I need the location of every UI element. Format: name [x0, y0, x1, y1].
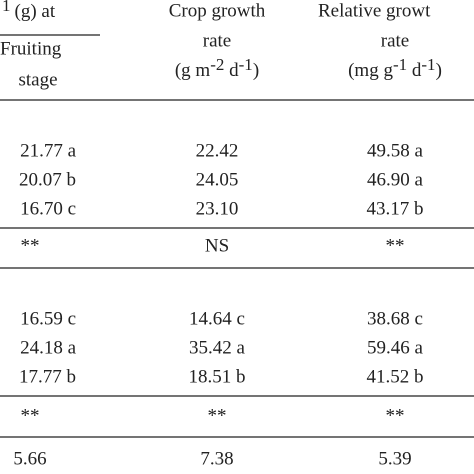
cell: 24.05 — [196, 169, 239, 190]
unit: (mg g-1 d-1) — [348, 55, 442, 81]
cell: 35.42 a — [189, 337, 246, 358]
header-text: 1 (g) at — [2, 0, 56, 22]
unit-text: ) — [436, 60, 442, 81]
cell: 20.07 b — [19, 169, 76, 190]
cell: 16.70 c — [20, 198, 76, 219]
cell: 7.38 — [200, 448, 233, 469]
header-text: Fruiting — [0, 38, 62, 59]
cell: 5.39 — [378, 448, 411, 469]
header-text: (g) at — [15, 1, 56, 22]
cell: 38.68 c — [367, 308, 423, 329]
cell: ** — [21, 405, 40, 426]
superscript: 1 — [2, 0, 11, 15]
cell: 14.64 c — [189, 308, 245, 329]
header-text: rate — [381, 30, 409, 51]
cell: 41.52 b — [367, 366, 424, 387]
superscript: -2 — [210, 55, 224, 74]
unit: (g m-2 d-1) — [175, 55, 259, 81]
unit-text: d — [224, 60, 239, 81]
cell: 46.90 a — [367, 169, 424, 190]
cell: 49.58 a — [367, 140, 424, 161]
cell: 5.66 — [13, 448, 46, 469]
unit-text: d — [407, 60, 422, 81]
unit-text: (g m — [175, 60, 211, 81]
superscript: -1 — [239, 55, 253, 74]
cell: ** — [386, 405, 405, 426]
header-text: rate — [203, 30, 231, 51]
cell: 22.42 — [196, 140, 239, 161]
cell: 17.77 b — [19, 366, 76, 387]
cell: ** — [21, 235, 40, 256]
unit-text: ) — [253, 60, 259, 81]
cell: ** — [208, 405, 227, 426]
cell: 43.17 b — [367, 198, 424, 219]
unit-text: (mg g — [348, 60, 393, 81]
cell: 23.10 — [196, 198, 239, 219]
cell: 59.46 a — [367, 337, 424, 358]
cell: NS — [205, 235, 229, 256]
header-text: Crop growth — [169, 0, 266, 21]
superscript: -1 — [393, 55, 407, 74]
cell: ** — [386, 235, 405, 256]
cell: 24.18 a — [20, 337, 77, 358]
superscript: -1 — [421, 55, 435, 74]
header-text: Relative growt — [318, 0, 431, 21]
cell: 18.51 b — [189, 366, 246, 387]
header-text: stage — [18, 69, 57, 90]
cell: 21.77 a — [20, 140, 77, 161]
cell: 16.59 c — [20, 308, 76, 329]
